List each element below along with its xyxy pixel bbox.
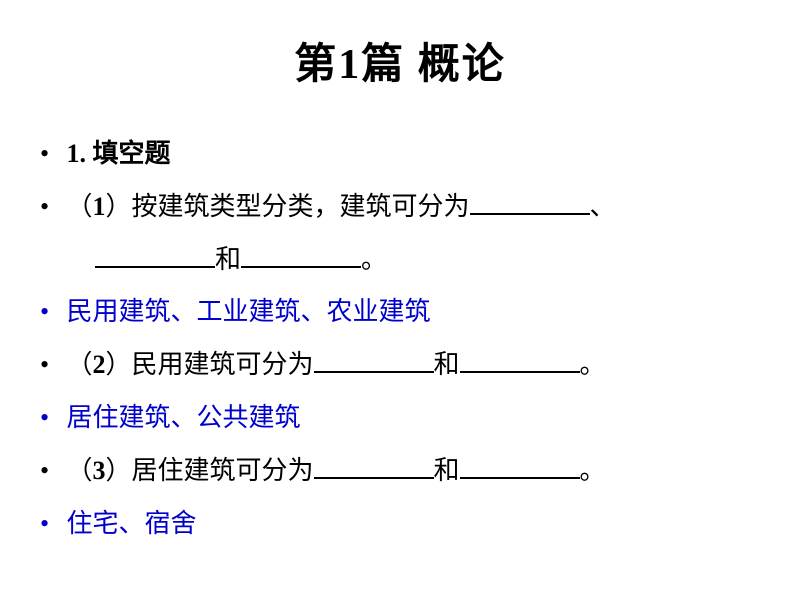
blank (460, 455, 580, 478)
answer-3-text: 住宅、宿舍 (67, 509, 197, 538)
bullet-icon: • (40, 501, 60, 548)
bullet-icon: • (40, 184, 60, 231)
blank (95, 244, 215, 267)
q3-number: 3 (93, 456, 106, 485)
bullet-icon: • (40, 342, 60, 389)
q1-number: 1 (93, 192, 106, 221)
q1-text: ）按建筑类型分类，建筑可分为 (106, 192, 470, 221)
blank (314, 350, 434, 373)
question-1-line1: • （1）按建筑类型分类，建筑可分为 、 (40, 184, 760, 231)
q1-and: 和 (215, 245, 241, 274)
q2-and: 和 (434, 350, 460, 379)
answer-2: • 居住建筑、公共建筑 (40, 395, 760, 442)
blank (314, 455, 434, 478)
q2-paren-open: （ (67, 350, 93, 379)
q2-period: 。 (580, 350, 606, 379)
q1-sep: 、 (590, 192, 616, 221)
q1-period: 。 (361, 245, 387, 274)
section-heading-text: 1. 填空题 (67, 139, 171, 168)
q3-paren-open: （ (67, 456, 93, 485)
answer-2-text: 居住建筑、公共建筑 (67, 403, 301, 432)
bullet-icon: • (40, 395, 60, 442)
q2-text: ）民用建筑可分为 (106, 350, 314, 379)
slide-title: 第1篇 概论 (40, 30, 760, 91)
question-3: • （3）居住建筑可分为 和 。 (40, 448, 760, 495)
answer-3: • 住宅、宿舍 (40, 501, 760, 548)
question-2: • （2）民用建筑可分为 和 。 (40, 342, 760, 389)
q1-paren-open: （ (67, 192, 93, 221)
blank (470, 191, 590, 214)
answer-1: • 民用建筑、工业建筑、农业建筑 (40, 289, 760, 336)
blank (241, 244, 361, 267)
q3-and: 和 (434, 456, 460, 485)
answer-1-text: 民用建筑、工业建筑、农业建筑 (67, 297, 431, 326)
question-1-line2: 和。 (40, 237, 760, 284)
bullet-icon: • (40, 448, 60, 495)
section-heading: • 1. 填空题 (40, 131, 760, 178)
bullet-icon: • (40, 289, 60, 336)
q2-number: 2 (93, 350, 106, 379)
q3-period: 。 (580, 456, 606, 485)
q3-text: ）居住建筑可分为 (106, 456, 314, 485)
slide-content: • 1. 填空题 • （1）按建筑类型分类，建筑可分为、 和。 • 民用建筑、工… (40, 131, 760, 547)
blank (460, 350, 580, 373)
bullet-icon: • (40, 131, 60, 178)
